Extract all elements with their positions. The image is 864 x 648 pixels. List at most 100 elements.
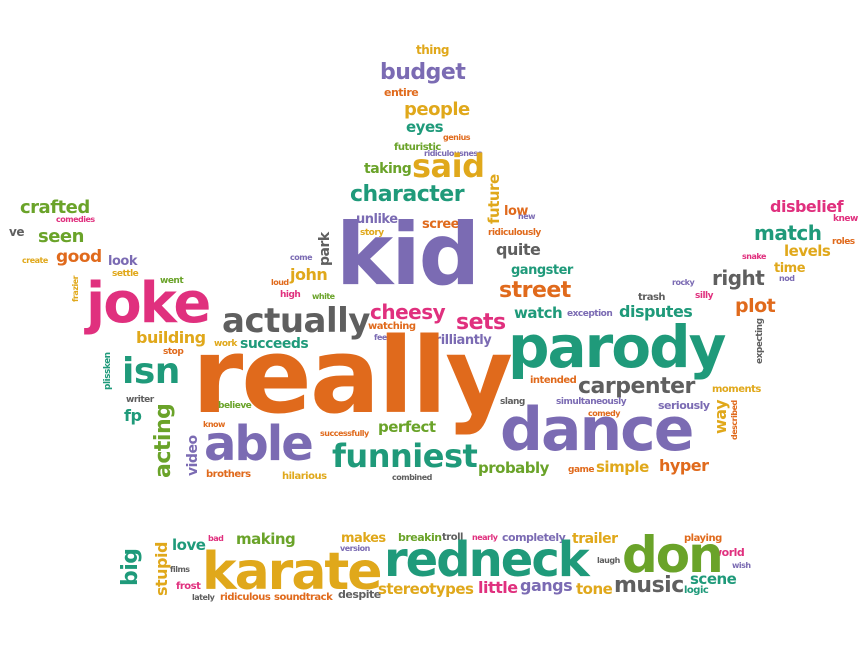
word-logic: logic — [684, 585, 709, 596]
word-video: video — [185, 435, 201, 476]
word-genius: genius — [443, 133, 471, 142]
word-world: world — [712, 546, 745, 559]
word-tone: tone — [576, 580, 613, 598]
word-seen: seen — [38, 226, 84, 247]
word-perfect: perfect — [378, 418, 436, 436]
word-gangster: gangster — [511, 263, 573, 278]
word-screen: screen — [422, 217, 468, 232]
word-expecting: expecting — [755, 318, 765, 364]
word-match: match — [754, 221, 822, 245]
word-white: white — [312, 292, 335, 301]
word-comedy: comedy — [588, 409, 620, 418]
word-nearly: nearly — [472, 533, 498, 542]
word-good: good — [56, 247, 102, 267]
word-parody: parody — [508, 313, 726, 381]
word-crafted: crafted — [20, 197, 90, 218]
word-redneck: redneck — [384, 532, 590, 588]
word-stop: stop — [163, 347, 184, 357]
word-silly: silly — [695, 291, 713, 301]
word-simple: simple — [596, 458, 649, 476]
word-really: really — [192, 315, 513, 437]
word-frost: frost — [176, 581, 201, 592]
word-believe: believe — [218, 401, 252, 411]
word-street: street — [499, 278, 571, 303]
word-cheesy: cheesy — [370, 300, 446, 324]
word-exception: exception — [567, 309, 613, 319]
word-loud: loud — [271, 278, 289, 287]
word-funniest: funniest — [332, 437, 478, 475]
word-trash: trash — [638, 292, 666, 303]
word-playing: playing — [684, 533, 722, 544]
word-ve: ve — [9, 225, 24, 239]
word-brothers: brothers — [206, 469, 251, 480]
word-gangs: gangs — [520, 576, 573, 595]
word-disputes: disputes — [619, 302, 693, 321]
word-moments: moments — [712, 384, 761, 395]
word-john: john — [290, 265, 328, 284]
word-create: create — [22, 256, 48, 265]
word-ridiculously: ridiculously — [488, 228, 541, 238]
word-films: films — [170, 565, 190, 574]
word-troll: troll — [442, 532, 463, 543]
word-scene: scene — [690, 570, 737, 588]
word-combined: combined — [392, 473, 432, 482]
word-fp: fp — [124, 406, 142, 425]
word-levels: levels — [784, 242, 831, 260]
word-eyes: eyes — [406, 118, 444, 136]
word-lately: lately — [192, 593, 215, 602]
word-nod: nod — [779, 274, 795, 283]
word-completely: completely — [502, 531, 566, 544]
word-entire: entire — [384, 86, 419, 99]
word-love: love — [172, 536, 206, 554]
word-time: time — [774, 261, 806, 276]
word-kid: kid — [336, 205, 480, 305]
word-joke: joke — [86, 271, 211, 336]
word-frazier: frazier — [71, 275, 80, 302]
word-high: high — [280, 290, 301, 300]
word-building: building — [136, 328, 206, 347]
word-look: look — [108, 254, 137, 269]
word-went: went — [160, 276, 184, 286]
word-character: character — [350, 182, 465, 207]
word-little: little — [478, 578, 518, 597]
word-seriously: seriously — [658, 399, 710, 412]
word-rocky: rocky — [672, 278, 695, 287]
word-right: right — [712, 266, 765, 290]
word-carpenter: carpenter — [578, 374, 695, 399]
word-intended: intended — [530, 375, 577, 386]
word-roles: roles — [832, 237, 855, 247]
word-successfully: successfully — [320, 429, 369, 438]
word-karate: karate — [202, 542, 383, 602]
word-ridiculousness: ridiculousness — [424, 149, 482, 158]
word-stereotypes: stereotypes — [378, 580, 474, 598]
word-comedies: comedies — [56, 215, 95, 224]
word-simultaneously: simultaneously — [556, 397, 627, 407]
word-isn: isn — [122, 351, 180, 392]
word-future: future — [485, 174, 503, 224]
word-thing: thing — [416, 43, 450, 57]
word-futuristic: futuristic — [394, 142, 441, 153]
word-breakin: breakin — [398, 531, 442, 544]
word-brilliantly: brilliantly — [426, 333, 492, 348]
word-trailer: trailer — [572, 531, 618, 547]
word-disbelief: disbelief — [770, 197, 844, 216]
word-story: story — [360, 228, 384, 238]
word-succeeds: succeeds — [240, 336, 309, 352]
word-watch: watch — [514, 304, 563, 322]
word-plissken: plissken — [103, 352, 113, 390]
word-probably: probably — [478, 459, 549, 477]
word-work: work — [214, 339, 237, 349]
word-said: said — [412, 147, 485, 185]
word-new: new — [518, 212, 536, 221]
word-unlike: unlike — [356, 212, 398, 227]
word-slang: slang — [500, 397, 525, 407]
word-wish: wish — [732, 561, 751, 570]
word-ridiculous: ridiculous — [220, 592, 271, 603]
word-low: low — [504, 204, 528, 219]
word-big: big — [118, 548, 143, 586]
word-people: people — [404, 99, 470, 120]
word-despite: despite — [338, 588, 381, 601]
word-acting: acting — [151, 403, 176, 478]
word-knew: knew — [833, 214, 858, 224]
